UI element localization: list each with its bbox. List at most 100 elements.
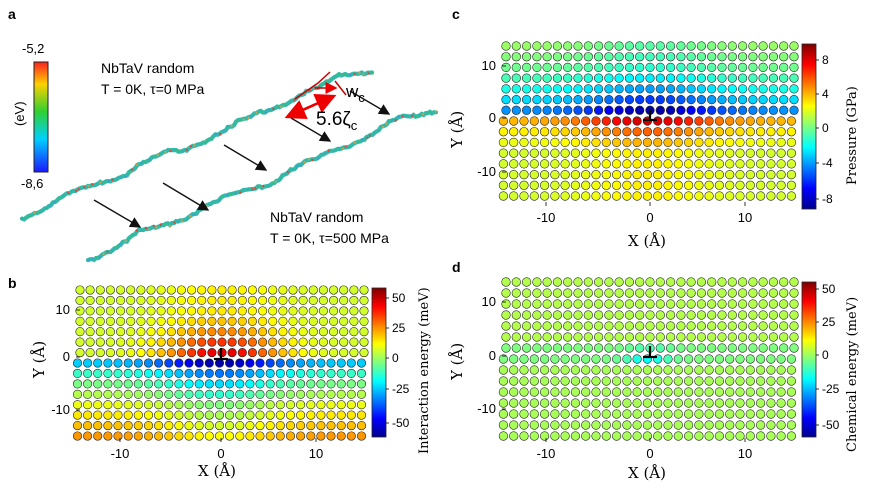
atom-site xyxy=(498,180,509,190)
atom-site xyxy=(146,295,156,305)
atom-site xyxy=(156,337,166,347)
dislocation-atom xyxy=(159,223,162,227)
atom-site xyxy=(655,299,665,309)
atom-site xyxy=(748,321,758,331)
atom-site xyxy=(217,295,227,305)
atom-site xyxy=(529,354,539,364)
dislocation-atom xyxy=(324,79,327,82)
atom-site xyxy=(552,321,563,331)
atom-site xyxy=(85,316,95,326)
atom-site xyxy=(306,368,316,378)
dislocation-atom xyxy=(308,89,311,92)
dislocation-atom xyxy=(371,72,374,75)
atom-site xyxy=(614,62,624,73)
dislocation-atom xyxy=(353,72,356,75)
dislocation-core-symbol xyxy=(643,346,657,359)
dislocation-atom xyxy=(329,78,332,81)
panel-b-atom-grid xyxy=(72,285,369,441)
atom-site xyxy=(755,137,766,148)
atom-site xyxy=(306,421,316,431)
atom-site xyxy=(306,389,316,399)
atom-site xyxy=(714,137,725,148)
atom-site xyxy=(696,321,707,331)
atom-site xyxy=(632,354,642,364)
atom-site xyxy=(560,169,570,180)
atom-site xyxy=(573,288,583,298)
atom-site xyxy=(75,327,85,337)
atom-site xyxy=(776,376,786,386)
atom-site xyxy=(768,105,779,115)
atom-site xyxy=(735,159,745,169)
atom-site xyxy=(166,306,176,316)
dislocation-atom xyxy=(234,120,238,123)
atom-site xyxy=(683,420,694,430)
atom-site xyxy=(737,94,748,105)
atom-site xyxy=(339,348,349,358)
atom-site xyxy=(663,365,673,375)
atom-site xyxy=(511,288,521,298)
atom-site xyxy=(539,127,550,137)
atom-site xyxy=(237,306,247,316)
atom-site xyxy=(604,105,614,115)
atom-site xyxy=(72,368,83,378)
atom-site xyxy=(768,84,779,94)
atom-site xyxy=(235,431,245,441)
atom-site xyxy=(298,348,308,358)
atom-site xyxy=(694,148,704,158)
atom-site xyxy=(227,327,237,337)
atom-site xyxy=(154,358,164,368)
atom-site xyxy=(779,277,789,287)
atom-site xyxy=(298,295,308,305)
atom-site xyxy=(663,116,673,126)
atom-site xyxy=(624,310,635,320)
atom-site xyxy=(704,409,714,419)
atom-site xyxy=(509,127,519,137)
atom-site xyxy=(116,316,126,326)
atom-site xyxy=(622,116,632,126)
atom-site xyxy=(635,343,645,353)
atom-site xyxy=(655,94,665,105)
atom-site xyxy=(786,387,797,397)
atom-site xyxy=(296,389,306,399)
atom-site xyxy=(663,376,673,386)
atom-site xyxy=(673,354,683,364)
atom-site xyxy=(683,148,694,158)
atom-site xyxy=(696,94,707,105)
atom-site xyxy=(776,354,786,364)
atom-site xyxy=(184,421,194,431)
dislocation-atom xyxy=(20,217,24,220)
atom-site xyxy=(176,306,186,316)
atom-site xyxy=(214,368,225,378)
atom-site xyxy=(356,379,367,389)
dislocation-atom xyxy=(368,134,371,137)
atom-site xyxy=(758,321,768,331)
atom-site xyxy=(776,169,786,180)
atom-site xyxy=(653,365,663,375)
atom-site xyxy=(653,148,663,158)
atom-site xyxy=(694,354,704,364)
atom-site xyxy=(570,180,581,190)
x-tick-label: 0 xyxy=(646,446,653,461)
atom-site xyxy=(614,105,624,115)
atom-site xyxy=(745,376,755,386)
dislocation-atom xyxy=(258,185,261,188)
atom-site xyxy=(570,376,581,386)
atom-site xyxy=(542,299,552,309)
atom-site xyxy=(758,310,768,320)
panel-b-ylabel: Y (Å) xyxy=(30,341,48,379)
atom-site xyxy=(95,316,105,326)
atom-site xyxy=(552,94,563,105)
atom-site xyxy=(329,316,339,326)
atom-site xyxy=(789,299,799,309)
atom-site xyxy=(779,84,789,94)
atom-site xyxy=(498,169,509,180)
atom-site xyxy=(113,368,123,378)
atom-site xyxy=(349,348,359,358)
dislocation-atom xyxy=(104,180,107,183)
atom-site xyxy=(766,180,776,190)
atom-site xyxy=(686,343,696,353)
atom-site xyxy=(207,306,217,316)
atom-site xyxy=(673,180,683,190)
atom-site xyxy=(532,52,542,62)
atom-site xyxy=(255,358,265,368)
